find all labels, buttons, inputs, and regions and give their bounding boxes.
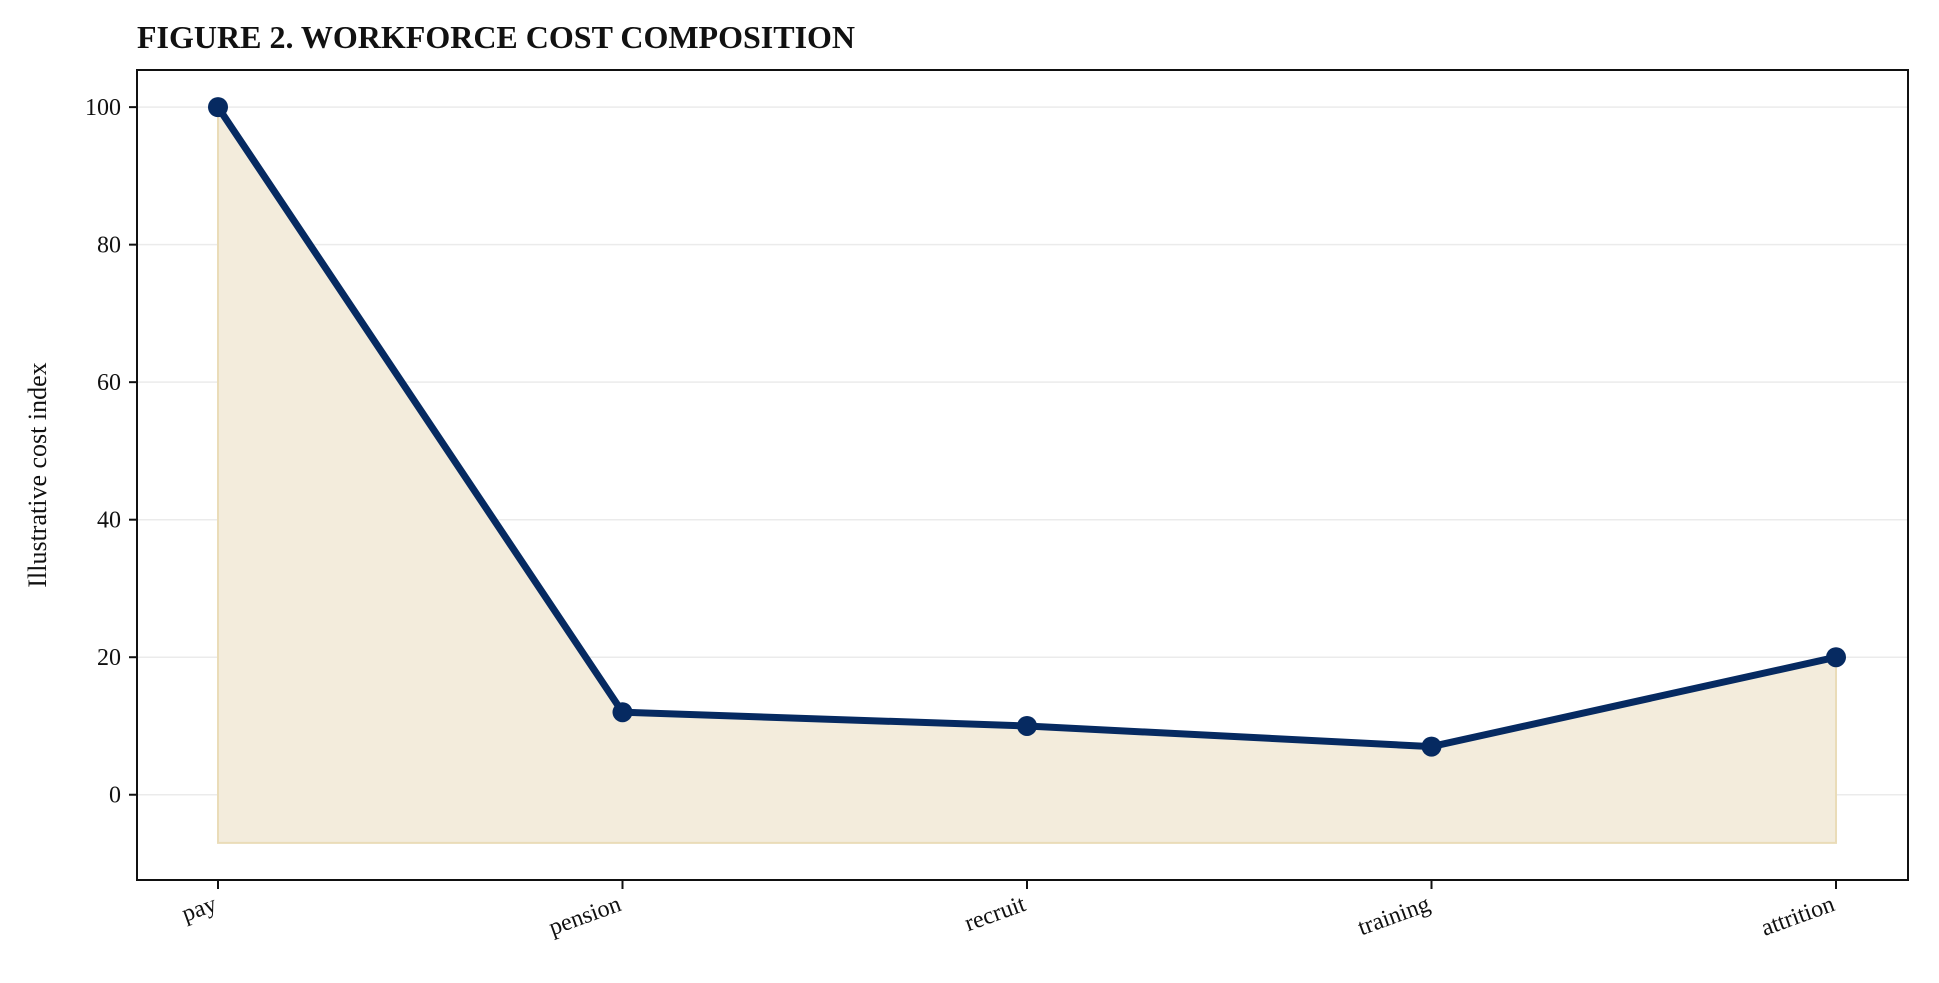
data-point-training bbox=[1421, 736, 1442, 757]
x-tick-label-recruit: recruit bbox=[961, 891, 1029, 937]
y-tick-label: 80 bbox=[97, 233, 121, 259]
y-tick-label: 60 bbox=[97, 370, 121, 396]
y-tick-label: 20 bbox=[97, 645, 121, 671]
x-axis: pay pension recruit training attrition bbox=[179, 880, 1838, 942]
plot-frame bbox=[136, 69, 1909, 881]
y-axis: 0 20 40 60 80 100 bbox=[85, 95, 137, 809]
chart-title: FIGURE 2. WORKFORCE COST COMPOSITION bbox=[137, 19, 855, 55]
data-point-pay bbox=[208, 97, 228, 118]
x-tick-label-pay: pay bbox=[179, 891, 220, 927]
y-tick-label: 40 bbox=[97, 508, 121, 534]
x-tick-label-training: training bbox=[1355, 891, 1434, 941]
x-tick-label-attrition: attrition bbox=[1758, 891, 1838, 941]
y-axis-label: Illustrative cost index bbox=[23, 362, 52, 587]
data-point-recruit bbox=[1017, 715, 1037, 736]
y-tick-label: 100 bbox=[85, 95, 121, 121]
data-marker-layer bbox=[208, 97, 1846, 757]
data-point-attrition bbox=[1826, 647, 1846, 668]
y-tick-label: 0 bbox=[109, 783, 121, 809]
x-tick-label-pension: pension bbox=[545, 891, 624, 941]
data-point-pension bbox=[612, 702, 633, 723]
